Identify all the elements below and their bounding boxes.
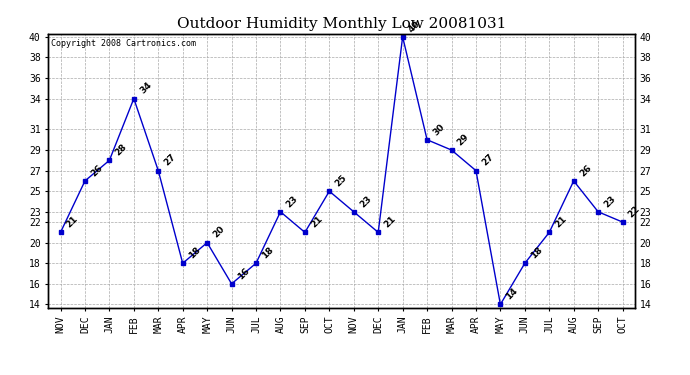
Text: 26: 26 bbox=[578, 163, 593, 178]
Text: 34: 34 bbox=[138, 81, 153, 96]
Text: 23: 23 bbox=[358, 194, 373, 209]
Text: 23: 23 bbox=[602, 194, 618, 209]
Text: 14: 14 bbox=[504, 286, 520, 302]
Text: 18: 18 bbox=[260, 245, 275, 261]
Text: 30: 30 bbox=[431, 122, 446, 137]
Text: 16: 16 bbox=[236, 266, 251, 281]
Text: 21: 21 bbox=[65, 214, 80, 230]
Text: 18: 18 bbox=[187, 245, 202, 261]
Text: 21: 21 bbox=[309, 214, 324, 230]
Text: 25: 25 bbox=[333, 173, 348, 188]
Text: 21: 21 bbox=[382, 214, 397, 230]
Text: 23: 23 bbox=[284, 194, 300, 209]
Text: 27: 27 bbox=[162, 153, 178, 168]
Text: 26: 26 bbox=[89, 163, 104, 178]
Text: 40: 40 bbox=[407, 19, 422, 34]
Text: 27: 27 bbox=[480, 153, 495, 168]
Text: 21: 21 bbox=[553, 214, 569, 230]
Text: 18: 18 bbox=[529, 245, 544, 261]
Title: Outdoor Humidity Monthly Low 20081031: Outdoor Humidity Monthly Low 20081031 bbox=[177, 17, 506, 31]
Text: 28: 28 bbox=[114, 142, 129, 158]
Text: Copyright 2008 Cartronics.com: Copyright 2008 Cartronics.com bbox=[51, 39, 196, 48]
Text: 20: 20 bbox=[211, 225, 226, 240]
Text: 22: 22 bbox=[627, 204, 642, 219]
Text: 29: 29 bbox=[455, 132, 471, 147]
